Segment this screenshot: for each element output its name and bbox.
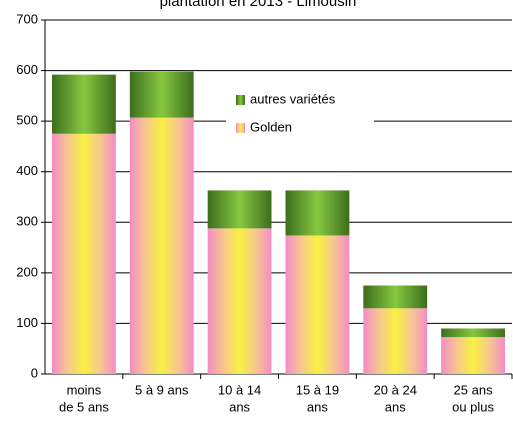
bar-segment [52,74,116,134]
bar-segment [129,71,194,118]
legend-box [226,86,374,144]
bar-segment [285,190,350,236]
y-tick-label: 400 [16,163,38,178]
y-tick-label: 200 [16,264,38,279]
x-tick-label: 15 à 19 [296,382,339,397]
bar-segment [363,285,428,309]
bar-segment [207,228,272,374]
chart-title: plantation en 2013 - Limousin [160,0,357,10]
bar-segment [441,328,505,338]
x-tick-label: 10 à 14 [218,382,261,397]
bar-segment [363,308,428,374]
y-tick-label: 300 [16,214,38,229]
y-tick-label: 600 [16,62,38,77]
x-tick-label: ans [307,399,328,414]
legend-swatch [236,123,245,133]
bar-segment [129,117,194,375]
bar-segment [52,133,116,374]
y-tick-label: 700 [16,11,38,26]
x-tick-label: 5 à 9 ans [135,382,189,397]
y-tick-label: 100 [16,315,38,330]
legend-label: Golden [250,119,292,134]
y-tick-label: 0 [31,365,38,380]
x-tick-label: ans [229,399,250,414]
y-tick-label: 500 [16,113,38,128]
bar-segment [207,190,272,229]
x-tick-label: 20 à 24 [374,382,417,397]
x-tick-label: ou plus [452,399,494,414]
legend-label: autres variétés [250,91,336,106]
bar-segment [285,235,350,374]
x-tick-label: ans [385,399,406,414]
legend-swatch [236,95,245,105]
bar-segment [441,337,505,374]
x-tick-label: de 5 ans [59,399,109,414]
x-tick-label: moins [67,382,102,397]
x-tick-label: 25 ans [454,382,494,397]
